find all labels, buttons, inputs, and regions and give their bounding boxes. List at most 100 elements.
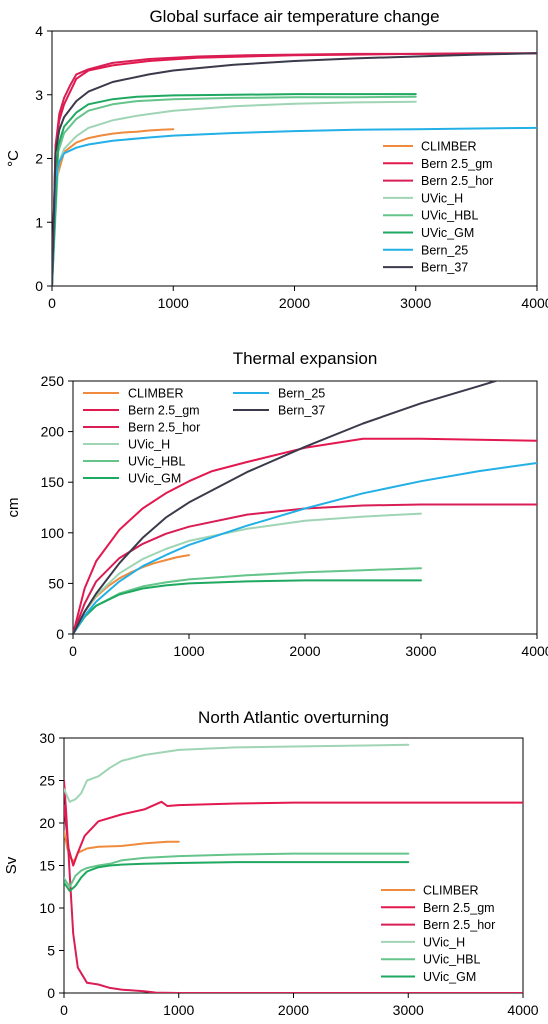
y-tick-label: 100: [41, 525, 65, 541]
y-tick-label: 15: [39, 858, 55, 874]
x-tick-label: 1000: [158, 295, 189, 311]
legend-item-uvic-gm: UVic_GM: [383, 226, 474, 240]
series-line-bern-2-5-hor: [52, 52, 537, 286]
chart-title: Thermal expansion: [233, 349, 378, 368]
x-tick-label: 4000: [521, 643, 548, 659]
legend-item-bern-2-5-gm: Bern 2.5_gm: [83, 404, 200, 418]
x-tick-label: 1000: [163, 1002, 194, 1018]
y-tick-label: 4: [35, 23, 43, 39]
series-line-bern-2-5-gm: [64, 800, 523, 867]
y-axis-label: Sv: [3, 856, 20, 874]
legend-label: Bern 2.5_hor: [128, 421, 200, 435]
x-tick-label: 2000: [289, 643, 320, 659]
series-line-bern-37: [52, 52, 537, 286]
x-tick-label: 4000: [521, 295, 548, 311]
y-tick-label: 3: [35, 87, 43, 103]
series-line-uvic-h: [73, 512, 422, 634]
legend-label: Bern 2.5_hor: [423, 918, 495, 932]
y-tick-label: 10: [39, 900, 55, 916]
series-line-bern-2-5-gm: [73, 437, 537, 634]
y-tick-label: 200: [41, 424, 65, 440]
series-line-uvic-h: [64, 743, 410, 803]
legend-item-bern-2-5-hor: Bern 2.5_hor: [83, 421, 200, 435]
legend-label: Bern 2.5_gm: [128, 404, 200, 418]
chart-title: Global surface air temperature change: [149, 7, 439, 26]
series-line-uvic-gm: [64, 861, 410, 892]
series-line-uvic-hbl: [52, 95, 417, 286]
legend-item-uvic-hbl: UVic_HBL: [383, 209, 478, 223]
series-line-bern-25: [73, 462, 537, 634]
legend-item-uvic-gm: UVic_GM: [83, 472, 181, 486]
y-tick-label: 5: [47, 943, 55, 959]
series-line-bern-2-5-hor: [64, 779, 523, 993]
y-tick-label: 0: [35, 278, 43, 294]
legend-item-uvic-hbl: UVic_HBL: [83, 455, 185, 469]
x-tick-label: 3000: [393, 1002, 424, 1018]
series-line-bern-25: [52, 126, 537, 286]
legend-label: UVic_GM: [128, 472, 181, 486]
legend-item-bern-25: Bern_25: [233, 387, 325, 401]
series-group: [64, 743, 523, 993]
legend-item-uvic-hbl: UVic_HBL: [381, 953, 480, 967]
legend-item-bern-2-5-gm: Bern 2.5_gm: [383, 157, 493, 171]
panel-thermal-expansion: Thermal expansion cm 0 1000 2000 3000 4000 0 50 1…: [5, 349, 548, 659]
x-tick-label: 0: [69, 643, 77, 659]
legend-label: UVic_H: [423, 935, 465, 949]
x-tick-label: 3000: [400, 295, 431, 311]
series-group: [73, 381, 537, 634]
x-tick-label: 2000: [279, 295, 310, 311]
x-tick-label: 4000: [507, 1002, 538, 1018]
y-tick-label: 0: [56, 626, 64, 642]
legend-label: Bern 2.5_gm: [421, 157, 493, 171]
series-line-uvic-gm: [52, 93, 417, 286]
legend-item-uvic-h: UVic_H: [381, 935, 465, 949]
series-group: [52, 52, 537, 286]
legend-label: UVic_GM: [423, 970, 476, 984]
legend-item-bern-37: Bern_37: [233, 404, 325, 418]
y-tick-label: 1: [35, 214, 43, 230]
legend-label: UVic_HBL: [423, 953, 480, 967]
legend-label: Bern_37: [421, 261, 468, 275]
x-tick-label: 2000: [278, 1002, 309, 1018]
x-tick-label: 0: [48, 295, 56, 311]
legend-item-bern-25: Bern_25: [383, 243, 468, 257]
legend-label: CLIMBER: [423, 884, 479, 898]
legend-label: CLIMBER: [128, 387, 184, 401]
series-line-uvic-gm: [73, 579, 422, 634]
legend-label: UVic_H: [421, 191, 463, 205]
legend-label: UVic_HBL: [421, 209, 478, 223]
legend-item-climber: CLIMBER: [383, 140, 477, 154]
legend-label: UVic_H: [128, 438, 170, 452]
legend-label: Bern 2.5_hor: [421, 174, 493, 188]
legend-item-uvic-gm: UVic_GM: [381, 970, 476, 984]
legend-label: Bern_25: [421, 243, 468, 257]
series-line-uvic-hbl: [64, 852, 410, 888]
series-line-bern-2-5-hor: [73, 503, 537, 634]
y-tick-label: 250: [41, 373, 65, 389]
x-tick-label: 0: [60, 1002, 68, 1018]
y-tick-label: 150: [41, 474, 65, 490]
y-tick-label: 2: [35, 151, 43, 167]
legend: CLIMBER Bern 2.5_gm Bern 2.5_hor UVic_H UVic…: [83, 387, 325, 486]
y-tick-label: 25: [39, 773, 55, 789]
legend-label: Bern 2.5_gm: [423, 901, 495, 915]
y-tick-label: 0: [47, 985, 55, 1001]
legend: CLIMBER Bern 2.5_gm Bern 2.5_hor UVic_H UVic…: [381, 884, 495, 984]
legend-label: UVic_HBL: [128, 455, 185, 469]
legend-item-bern-2-5-gm: Bern 2.5_gm: [381, 901, 495, 915]
legend-item-uvic-h: UVic_H: [383, 191, 463, 205]
x-tick-label: 1000: [173, 643, 204, 659]
panel-global-surface-air-temperature-change: Global surface air temperature change °C 0…: [5, 7, 548, 311]
legend-label: Bern_25: [278, 387, 325, 401]
legend-item-climber: CLIMBER: [83, 387, 184, 401]
y-tick-label: 30: [39, 730, 55, 746]
x-tick-label: 3000: [405, 643, 436, 659]
legend: CLIMBER Bern 2.5_gm Bern 2.5_hor UVic_H UVic…: [383, 140, 493, 275]
legend-item-bern-2-5-hor: Bern 2.5_hor: [383, 174, 493, 188]
legend-label: UVic_GM: [421, 226, 474, 240]
legend-item-climber: CLIMBER: [381, 884, 479, 898]
series-line-uvic-h: [52, 100, 417, 286]
legend-label: CLIMBER: [421, 140, 477, 154]
